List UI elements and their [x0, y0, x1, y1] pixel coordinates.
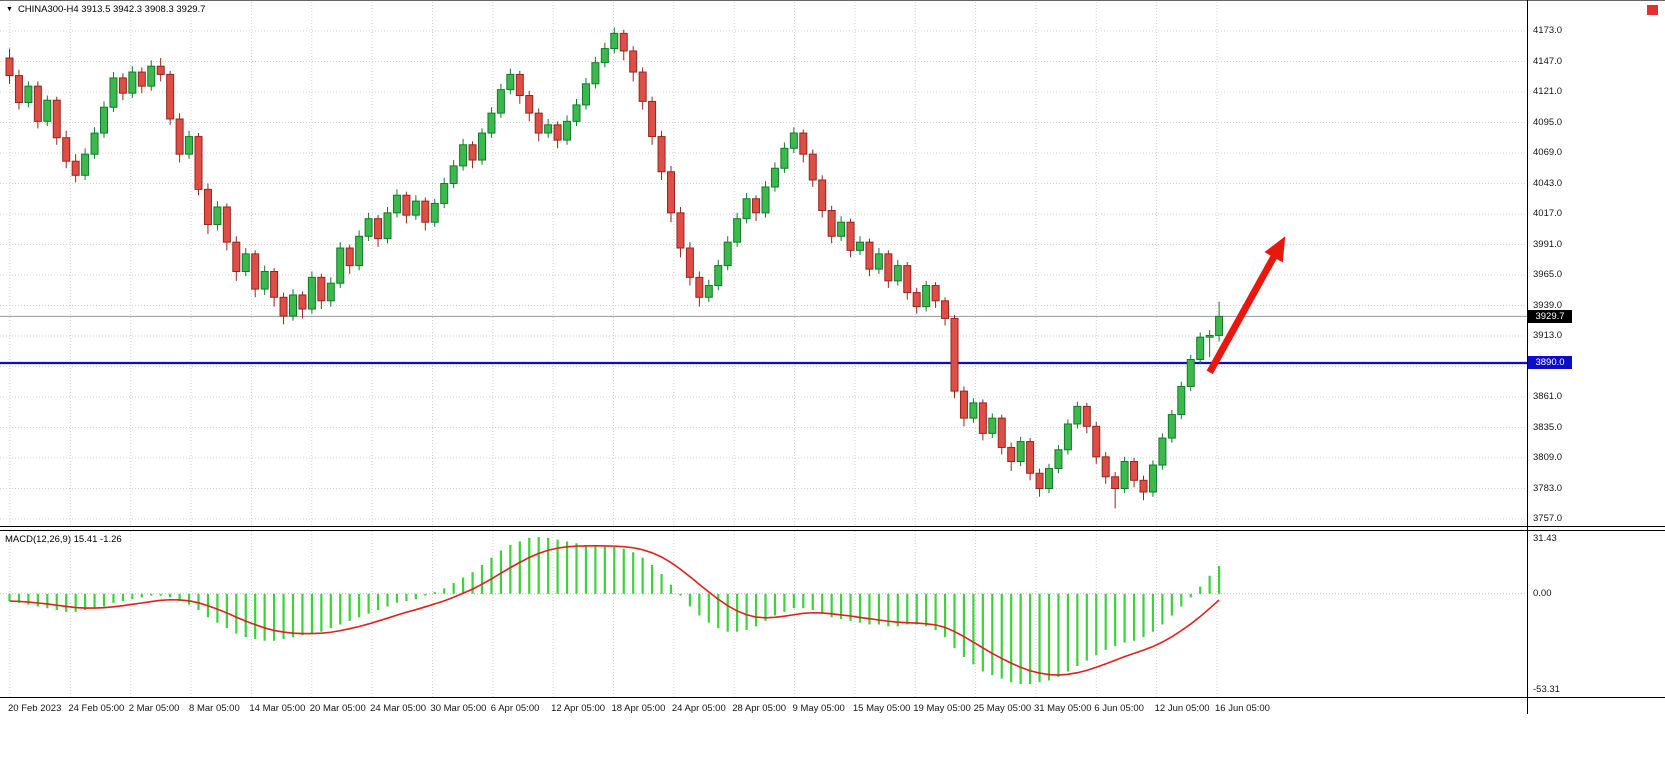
symbol-dropdown-icon[interactable]: ▼: [6, 6, 13, 13]
red-marker-icon: [1647, 5, 1658, 15]
candlestick-series: [5, 27, 1224, 509]
macd-indicator-label: MACD(12,26,9) 15.41 -1.26: [5, 534, 122, 545]
symbol-title-row: ▼ CHINA300-H4 3913.5 3942.3 3908.3 3929.…: [6, 4, 205, 15]
level-price-badge: 3890.0: [1528, 356, 1572, 370]
panel-borders: [0, 0, 1665, 714]
reference-lines[interactable]: [0, 315, 1527, 365]
current-price-badge: 3929.7: [1528, 309, 1572, 323]
macd-histogram: [8, 537, 1221, 685]
symbol-ohlc-title: CHINA300-H4 3913.5 3942.3 3908.3 3929.7: [17, 4, 206, 15]
grid-lines: [0, 2, 1527, 697]
trend-arrow[interactable]: [1206, 236, 1286, 375]
macd-signal-line: [9, 544, 1220, 676]
